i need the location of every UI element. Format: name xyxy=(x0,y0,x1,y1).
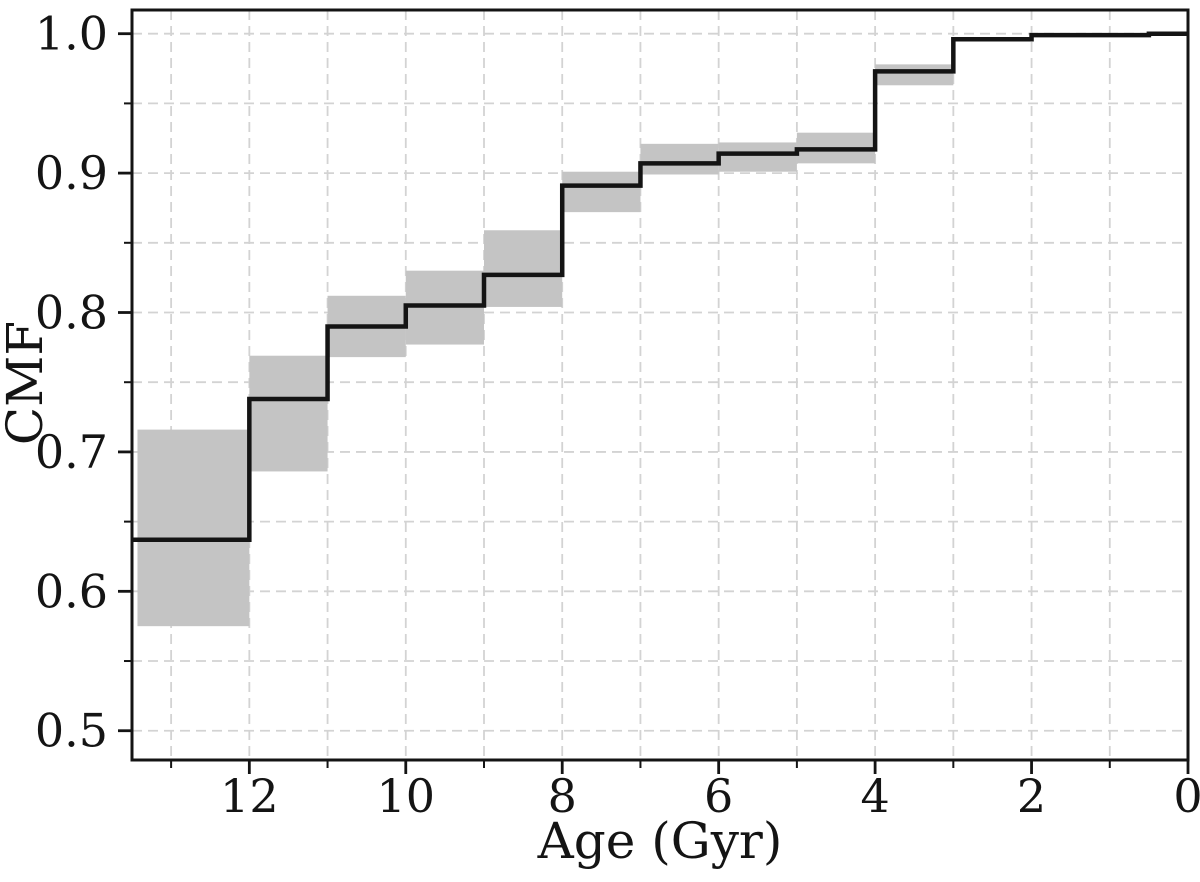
y-axis-label: CMF xyxy=(0,321,54,445)
y-tick-label: 0.6 xyxy=(35,564,108,618)
x-tick-label: 10 xyxy=(377,769,436,823)
error-band xyxy=(249,355,328,472)
error-band xyxy=(875,64,954,86)
step-line xyxy=(132,31,1188,542)
error-band xyxy=(484,230,563,307)
y-tick-label: 0.9 xyxy=(35,146,108,200)
cmf-step-curve xyxy=(132,31,1188,542)
x-tick-label: 12 xyxy=(220,769,279,823)
x-tick-labels: 12 10 8 6 4 2 0 xyxy=(220,769,1200,823)
y-tick-label: 0.7 xyxy=(35,425,108,479)
x-tick-label: 2 xyxy=(1017,769,1046,823)
axis-ticks xyxy=(118,32,1190,774)
y-tick-labels: 0.5 0.6 0.7 0.8 0.9 1.0 xyxy=(35,7,108,758)
x-tick-label: 8 xyxy=(548,769,577,823)
y-tick-label: 0.8 xyxy=(35,286,108,340)
x-tick-label: 0 xyxy=(1173,769,1200,823)
error-band xyxy=(562,171,641,213)
error-band xyxy=(718,142,797,172)
x-tick-label: 4 xyxy=(860,769,889,823)
error-bands xyxy=(137,64,954,627)
y-tick-label: 1.0 xyxy=(35,7,108,61)
x-axis-label: Age (Gyr) xyxy=(537,812,783,870)
plot-border xyxy=(130,8,1190,762)
error-band xyxy=(640,143,719,175)
x-tick-label: 6 xyxy=(704,769,733,823)
error-band xyxy=(137,429,250,627)
y-tick-label: 0.5 xyxy=(35,704,108,758)
